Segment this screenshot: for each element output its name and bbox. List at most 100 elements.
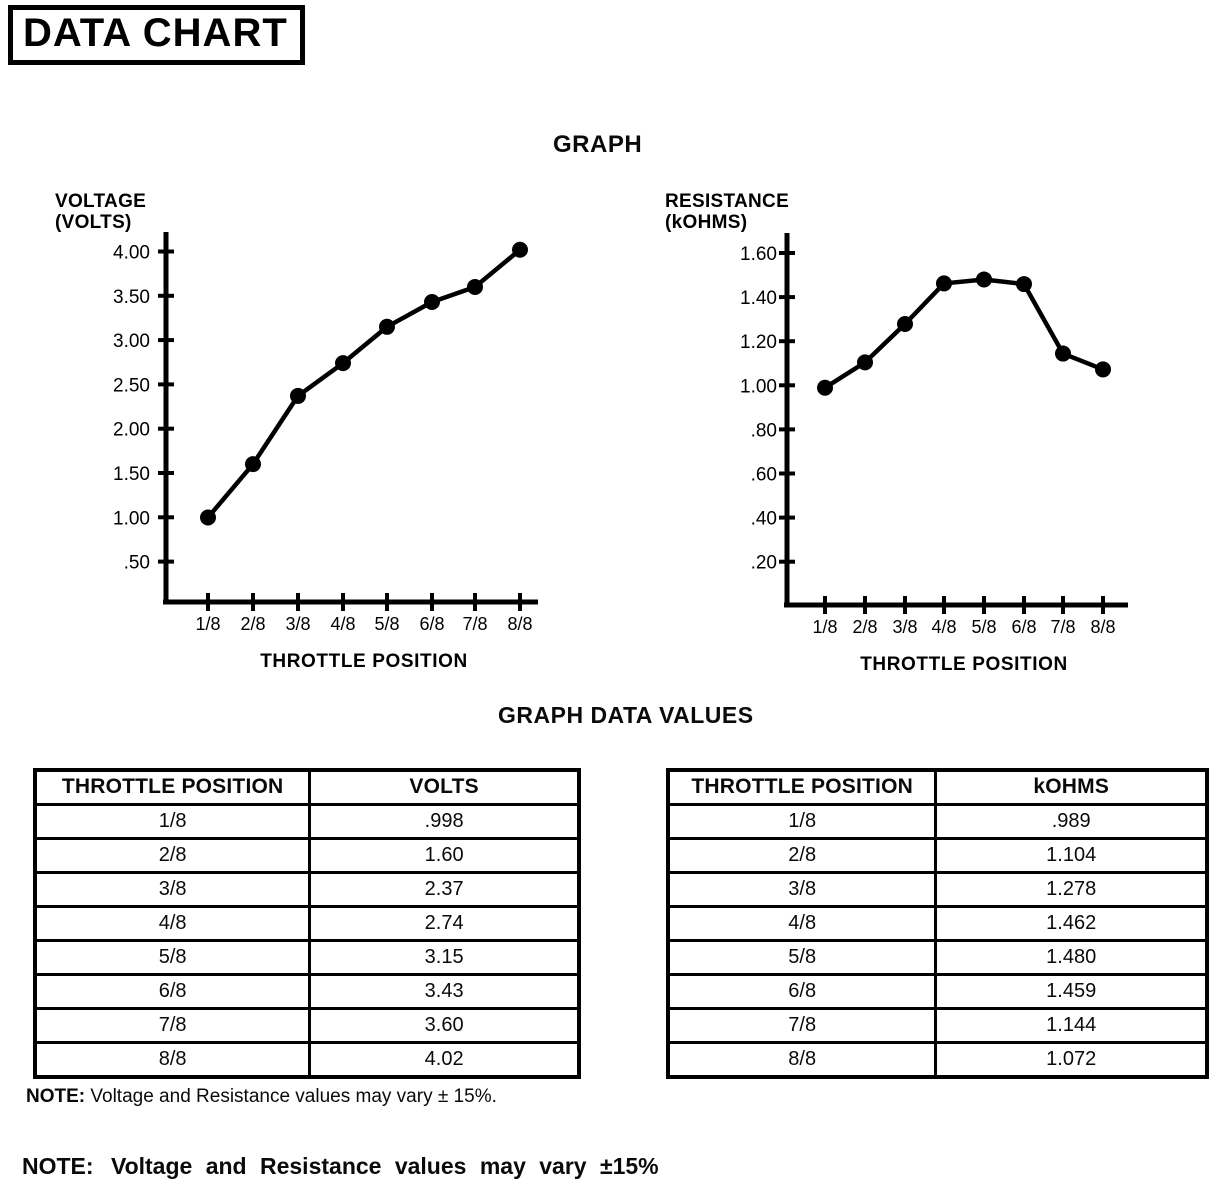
note-small: NOTE: Voltage and Resistance values may … bbox=[26, 1086, 497, 1108]
table-row: 4/8 2.74 bbox=[33, 905, 581, 942]
data-point bbox=[200, 509, 216, 526]
table-row: 5/8 1.480 bbox=[666, 939, 1209, 976]
table-cell: 1.60 bbox=[308, 837, 581, 874]
table-header-row: THROTTLE POSITION VOLTS bbox=[33, 768, 581, 806]
table-cell: 1.462 bbox=[934, 905, 1209, 942]
table-row: 7/8 3.60 bbox=[33, 1007, 581, 1044]
table-cell: 1/8 bbox=[666, 803, 938, 840]
table-cell: 3.15 bbox=[308, 939, 581, 976]
table-cell: 2/8 bbox=[33, 837, 312, 874]
x-tick-label: 4/8 bbox=[330, 614, 355, 634]
data-point bbox=[817, 379, 833, 396]
data-point bbox=[424, 294, 440, 311]
resistance-axis-label-line2: (kOHMS) bbox=[665, 212, 747, 233]
table-cell: .998 bbox=[308, 803, 581, 840]
table-cell: 8/8 bbox=[666, 1041, 938, 1079]
y-tick-label: 4.00 bbox=[113, 243, 150, 264]
table-row: 8/8 1.072 bbox=[666, 1041, 1209, 1079]
resistance-chart-plot: 1.60 1.40 1.20 1.00 .80 .60 .40 .20 1/8 2/8 3/8 4/8… bbox=[740, 233, 1128, 637]
page-title-box: DATA CHART bbox=[8, 5, 305, 65]
x-tick-label: 7/8 bbox=[1050, 617, 1075, 637]
table-cell: .989 bbox=[934, 803, 1209, 840]
resistance-chart: RESISTANCE (kOHMS) 1.60 1.40 1.20 1.00 .80 .6… bbox=[665, 191, 1128, 675]
x-tick-label: 3/8 bbox=[892, 617, 917, 637]
y-tick-label: 1.20 bbox=[740, 332, 777, 353]
data-point bbox=[290, 387, 306, 404]
y-tick-label: 1.40 bbox=[740, 288, 777, 309]
data-point bbox=[936, 275, 952, 292]
x-tick-label: 1/8 bbox=[812, 617, 837, 637]
table-cell: 1.459 bbox=[934, 973, 1209, 1010]
y-tick-label: .40 bbox=[751, 509, 777, 530]
table-row: 4/8 1.462 bbox=[666, 905, 1209, 942]
table-row: 8/8 4.02 bbox=[33, 1041, 581, 1079]
y-tick-label: 3.00 bbox=[113, 331, 150, 352]
data-point bbox=[467, 278, 483, 295]
table-cell: 6/8 bbox=[33, 973, 312, 1010]
volts-table-container: THROTTLE POSITION VOLTS 1/8.998 2/8 1.60 3/… bbox=[33, 768, 581, 1079]
table-row: 1/8.989 bbox=[666, 803, 1209, 840]
data-point bbox=[857, 354, 873, 371]
table-cell: 2/8 bbox=[666, 837, 938, 874]
note-small-text: Voltage and Resistance values may vary ±… bbox=[85, 1086, 497, 1107]
resistance-chart-xaxis-title: THROTTLE POSITION bbox=[860, 654, 1068, 675]
table-cell: 5/8 bbox=[666, 939, 938, 976]
voltage-chart-xaxis-title: THROTTLE POSITION bbox=[260, 651, 468, 672]
y-tick-label: 3.50 bbox=[113, 287, 150, 308]
graph-section-heading: GRAPH bbox=[553, 131, 643, 158]
y-tick-label: 2.00 bbox=[113, 420, 150, 441]
voltage-chart-plot: 4.00 3.50 3.00 2.50 2.00 1.50 1.00 .50 1/8 2/8 3/8… bbox=[113, 232, 538, 634]
data-point bbox=[897, 316, 913, 333]
table-cell: 1.278 bbox=[934, 871, 1209, 908]
y-tick-label: 1.50 bbox=[113, 464, 150, 485]
table-cell: 7/8 bbox=[33, 1007, 312, 1044]
kohms-table: THROTTLE POSITION kOHMS 1/8.989 2/8 1.104 3… bbox=[666, 768, 1209, 1079]
y-tick-label: .20 bbox=[751, 553, 777, 574]
table-cell: 3/8 bbox=[666, 871, 938, 908]
x-tick-label: 5/8 bbox=[374, 614, 399, 634]
voltage-axis-label-line2: (VOLTS) bbox=[55, 212, 132, 233]
table-row: 2/8 1.104 bbox=[666, 837, 1209, 874]
x-tick-label: 6/8 bbox=[419, 614, 444, 634]
table-cell: 3/8 bbox=[33, 871, 312, 908]
data-point bbox=[1055, 345, 1071, 362]
data-point bbox=[1095, 361, 1111, 378]
data-point bbox=[1016, 276, 1032, 293]
data-point bbox=[335, 355, 351, 372]
table-row: 5/8 3.15 bbox=[33, 939, 581, 976]
table-cell: 3.43 bbox=[308, 973, 581, 1010]
voltage-chart: VOLTAGE (VOLTS) 4.00 3.50 3.00 2.50 2.00 1.50… bbox=[55, 191, 538, 672]
voltage-axis-label-line1: VOLTAGE bbox=[55, 191, 146, 212]
y-tick-label: 1.00 bbox=[740, 376, 777, 397]
data-point bbox=[245, 456, 261, 473]
kohms-table-header-throttle: THROTTLE POSITION bbox=[666, 768, 938, 806]
data-point bbox=[379, 318, 395, 335]
data-point bbox=[976, 271, 992, 288]
table-row: 1/8.998 bbox=[33, 803, 581, 840]
volts-table-header-throttle: THROTTLE POSITION bbox=[33, 768, 312, 806]
y-tick-label: 2.50 bbox=[113, 375, 150, 396]
table-header-row: THROTTLE POSITION kOHMS bbox=[666, 768, 1209, 806]
y-tick-label: .50 bbox=[124, 553, 150, 574]
table-cell: 1/8 bbox=[33, 803, 312, 840]
table-row: 7/8 1.144 bbox=[666, 1007, 1209, 1044]
resistance-axis-label-line1: RESISTANCE bbox=[665, 191, 789, 212]
data-point bbox=[512, 241, 528, 258]
table-cell: 4/8 bbox=[33, 905, 312, 942]
note-large: NOTE: Voltage and Resistance values may … bbox=[22, 1153, 659, 1180]
table-row: 3/8 1.278 bbox=[666, 871, 1209, 908]
table-row: 2/8 1.60 bbox=[33, 837, 581, 874]
data-line bbox=[822, 277, 1106, 390]
x-tick-label: 2/8 bbox=[240, 614, 265, 634]
x-tick-label: 6/8 bbox=[1011, 617, 1036, 637]
volts-table-header-volts: VOLTS bbox=[308, 768, 581, 806]
table-cell: 6/8 bbox=[666, 973, 938, 1010]
note-small-label: NOTE: bbox=[26, 1086, 86, 1107]
table-cell: 2.37 bbox=[308, 871, 581, 908]
table-cell: 1.072 bbox=[934, 1041, 1209, 1079]
x-tick-label: 8/8 bbox=[1090, 617, 1115, 637]
tables-section-heading: GRAPH DATA VALUES bbox=[498, 702, 754, 728]
kohms-table-header-kohms: kOHMS bbox=[934, 768, 1209, 806]
x-tick-label: 3/8 bbox=[285, 614, 310, 634]
x-tick-label: 2/8 bbox=[852, 617, 877, 637]
